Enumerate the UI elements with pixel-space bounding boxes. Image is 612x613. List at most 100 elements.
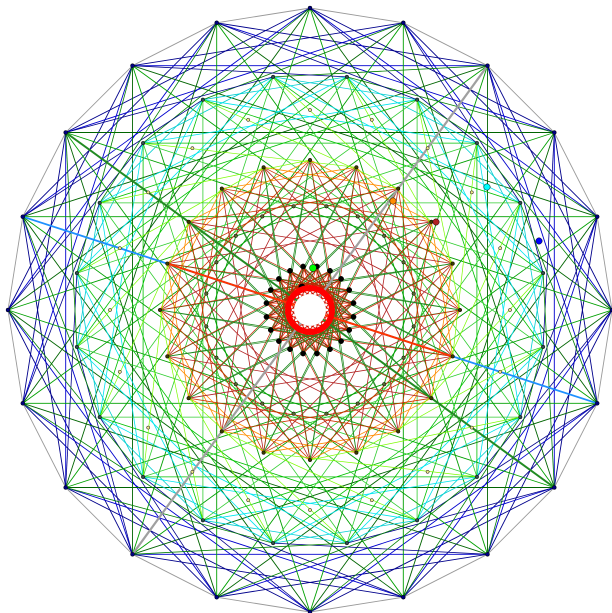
inner-vertex [219,429,224,434]
inner-vertex [354,165,359,170]
core-vertex [287,267,293,274]
middle-edge-skip-4 [416,99,544,348]
middle-edge-skip-2 [142,476,274,544]
middle-inner-connector [452,143,478,357]
outer-edge-skip-6 [132,65,598,218]
outer-edge-skip-8 [216,22,555,488]
inner-edge-skip-7 [188,221,311,461]
inner-core-connector [263,167,350,331]
core-vertex [300,263,306,270]
middle-edge-skip-2 [476,142,544,274]
middle-edge-skip-5 [99,99,418,204]
inner-vertex [396,186,401,191]
secondary-vertex [425,146,430,151]
outer-edge-skip-3 [487,65,612,311]
highlight-dot [389,197,397,205]
middle-edge-skip-4 [476,202,521,477]
middle-vertex [200,518,205,523]
outer-edge-skip-1 [553,132,598,217]
inner-edge-skip-7 [356,188,399,453]
middle-edge-skip-2 [99,99,204,204]
outer-middle-connector [216,22,418,101]
outer-middle-connector [519,202,598,404]
inner-edge-skip-3 [159,309,223,432]
outer-edge-skip-8 [309,7,488,555]
highlight-dot [535,237,543,245]
outer-edge-skip-3 [216,22,488,67]
outer-middle-connector [216,519,418,598]
core-vertex [276,338,282,344]
outer-edge-skip-1 [216,7,311,24]
secondary-vertex [355,401,360,406]
core-vertex [263,300,270,306]
outer-edge-skip-3 [7,309,133,555]
inner-core-connector [221,188,354,318]
inner-core-connector [309,278,342,461]
inner-edge-skip-3 [356,167,453,264]
outer-middle-connector [542,273,555,488]
outer-edge-skip-3 [309,487,555,613]
center-hub [285,285,335,335]
outer-vertex [20,401,26,406]
outer-edge-skip-3 [22,402,218,598]
outer-edge-skip-1 [309,7,404,24]
middle-vertex [415,518,420,523]
outer-edge-skip-1 [22,132,67,217]
outer-vertex [594,401,600,406]
middle-edge-skip-4 [272,416,521,544]
outer-edge-skip-4 [216,487,555,598]
inner-vertex [157,307,163,313]
inner-edge-skip-7 [356,167,399,432]
outer-edge-skip-4 [65,22,404,133]
outer-edge-skip-3 [132,22,404,67]
inner-edge-skip-7 [263,263,453,453]
middle-edge-skip-2 [202,519,347,544]
secondary-vertex [401,260,406,265]
outer-vertex [63,485,68,490]
outer-middle-connector [346,76,555,133]
secondary-vertex [308,508,312,512]
inner-edge-skip-3 [309,159,432,223]
secondary-vertex [382,382,387,387]
middle-edge-skip-4 [76,99,204,348]
middle-edge-skip-2 [416,99,521,204]
outer-edge-skip-4 [7,309,218,598]
outer-edge-skip-1 [403,22,488,67]
outer-vertex [307,5,313,11]
outer-edge-skip-8 [7,309,555,488]
secondary-vertex [498,246,503,251]
outer-edge-skip-1 [7,216,24,311]
middle-inner-connector [263,452,477,478]
core-vertex [287,346,293,353]
outer-middle-connector [416,99,598,218]
middle-inner-connector [272,76,432,223]
core-vertex [267,287,274,293]
outer-middle-connector [132,65,347,78]
middle-edge-skip-2 [76,273,101,418]
outer-middle-connector [7,309,144,478]
secondary-vertex [214,260,219,265]
secondary-vertex [498,369,503,374]
middle-edge-skip-2 [519,202,544,347]
middle-vertex [518,200,523,205]
inner-vertex [307,157,313,163]
inner-edge-skip-7 [221,188,461,311]
outer-middle-connector [22,216,101,418]
outer-middle-connector [22,99,204,218]
inner-core-connector [263,167,291,350]
middle-inner-connector [76,188,223,348]
outer-edge-skip-3 [7,65,133,311]
middle-edge-skip-2 [76,142,144,274]
secondary-vertex [411,324,416,329]
outer-vertex [214,594,219,600]
outer-edge-skip-6 [22,65,488,218]
core-vertex [346,287,353,293]
outer-edge-skip-3 [22,216,67,488]
core-vertex [267,327,274,333]
middle-inner-connector [166,356,274,544]
outer-middle-connector [346,487,555,544]
inner-edge-skip-7 [159,309,399,432]
middle-inner-connector [431,202,521,399]
middle-edge-skip-5 [76,76,348,274]
middle-vertex [271,541,276,546]
